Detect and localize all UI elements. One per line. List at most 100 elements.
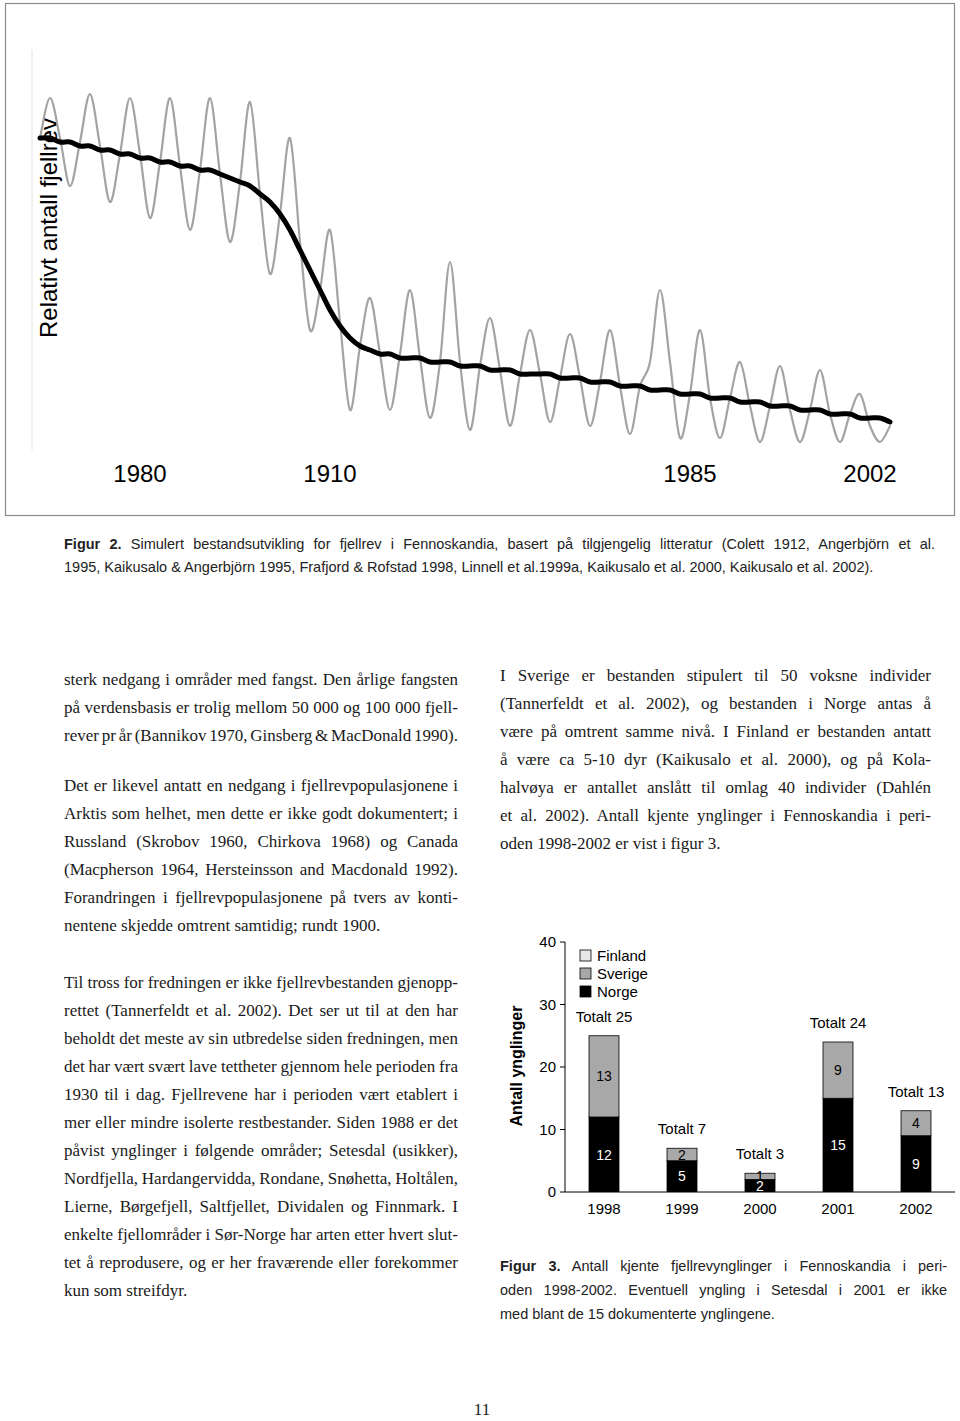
body-text: rettet (Tannerfeldt et al. 2002). Det se… [64, 1001, 458, 1020]
y-tick-label: 0 [548, 1183, 556, 1200]
bar-segment [823, 1098, 853, 1192]
body-text: Arktis som helhet, men dette er ikke god… [64, 804, 458, 823]
bar-segment [589, 1036, 619, 1117]
data-label: 15 [830, 1137, 846, 1153]
page: Relativt antall fjellrev1980191019852002… [0, 0, 960, 1421]
x-tick-label: 2000 [743, 1200, 776, 1217]
y-axis-label: Relativt antall fjellrev [35, 118, 62, 338]
body-text: Forandringen i fjellrevpopulasjonene på … [64, 888, 458, 907]
text-line: rettet (Tannerfeldt et al. 2002). Det se… [64, 1001, 458, 1021]
body-text: Det er likevel antatt en nedgang i fjell… [64, 776, 458, 795]
y-axis-line [32, 50, 33, 450]
legend-label: Sverige [597, 965, 648, 982]
y-tick [560, 942, 565, 943]
text-line: mer eller mindre isolerte restbestander.… [64, 1113, 458, 1133]
y-tick [560, 1129, 565, 1130]
body-text: oden 1998-2002 er vist i figur 3. [500, 834, 721, 853]
caption-line: Figur 3. Antall kjente fjellrevynglinger… [500, 1257, 947, 1275]
annotation: Totalt 25 [576, 1008, 633, 1025]
bar-segment [589, 1117, 619, 1192]
x-tick-label: 1998 [587, 1200, 620, 1217]
text-line: Det er likevel antatt en nedgang i fjell… [64, 776, 458, 796]
body-text: Til tross for fredningen er ikke fjellre… [64, 973, 458, 992]
data-label: 1 [756, 1168, 764, 1184]
text-line: tet å reprodusere, og er her fraværende … [64, 1253, 458, 1273]
text-line: beholdt det meste av sin utbredelse side… [64, 1029, 458, 1049]
annotation: Totalt 7 [658, 1120, 706, 1137]
y-tick [560, 1067, 565, 1068]
series-line [40, 94, 890, 442]
x-tick-label: 2002 [899, 1200, 932, 1217]
body-text: Russland (Skrobov 1960, Chirkova 1968) o… [64, 832, 458, 851]
legend-swatch [580, 968, 591, 979]
caption-label: Figur 3. [500, 1258, 561, 1274]
series-line [40, 138, 890, 422]
caption-text: Simulert bestandsutvikling for fjellrev … [131, 536, 935, 552]
text-line: enkelte fjellområder i Sør-Norge har art… [64, 1225, 458, 1245]
bar-segment [667, 1161, 697, 1192]
body-text: halvøya er antallet anslått til omlag 40… [500, 778, 931, 797]
bar-segment [901, 1136, 931, 1192]
body-text: å være ca 5-10 dyr (Kaikusalo et al. 200… [500, 750, 931, 769]
text-line: å være ca 5-10 dyr (Kaikusalo et al. 200… [500, 750, 931, 770]
data-label: 12 [596, 1147, 612, 1163]
body-text: det har vært svært lave tettheter gjenno… [64, 1057, 458, 1076]
text-line: Russland (Skrobov 1960, Chirkova 1968) o… [64, 832, 458, 852]
legend-swatch [580, 950, 591, 961]
y-tick-label: 10 [539, 1121, 556, 1138]
annotation: Totalt 13 [888, 1083, 945, 1100]
y-tick-label: 40 [539, 933, 556, 950]
x-tick-label: 1999 [665, 1200, 698, 1217]
x-tick-label: 2001 [821, 1200, 854, 1217]
data-label: 13 [596, 1068, 612, 1084]
x-tick-label: 1910 [303, 460, 356, 487]
text-line: Forandringen i fjellrevpopulasjonene på … [64, 888, 458, 908]
text-line: I Sverige er bestanden stipulert til 50 … [500, 666, 931, 686]
annotation: Totalt 24 [810, 1014, 867, 1031]
caption-label: Figur 2. [64, 536, 122, 552]
data-label: 4 [912, 1115, 920, 1131]
body-text: 1930 til i dag. Fjellrevene har i period… [64, 1085, 458, 1104]
body-text: kun som streifdyr. [64, 1281, 187, 1300]
y-tick-label: 30 [539, 996, 556, 1013]
body-text: nentene skjedde omtrent samtidig; rundt … [64, 916, 380, 935]
text-line: være på omtrent samme nivå. I Finland er… [500, 722, 931, 742]
text-line: Til tross for fredningen er ikke fjellre… [64, 973, 458, 993]
caption-text: 1995, Kaikusalo & Angerbjörn 1995, Frafj… [64, 559, 873, 575]
legend-label: Finland [597, 947, 646, 964]
text-line: halvøya er antallet anslått til omlag 40… [500, 778, 931, 798]
caption-text: Antall kjente fjellrevynglinger i Fennos… [572, 1258, 947, 1274]
y-axis-label: Antall ynglinger [508, 1006, 525, 1127]
bar-segment [589, 1035, 619, 1036]
caption-line: med blant de 15 dokumenterte ynglingene. [500, 1305, 775, 1323]
figure-frame [6, 4, 955, 516]
annotation: Totalt 3 [736, 1145, 784, 1162]
text-line: rever pr år (Bannikov 1970, Ginsberg & M… [64, 726, 458, 746]
bar-segment [901, 1111, 931, 1136]
text-line: 1930 til i dag. Fjellrevene har i period… [64, 1085, 458, 1105]
text-line: Nordfjella, Hardangervidda, Rondane, Snø… [64, 1169, 458, 1189]
text-line: Arktis som helhet, men dette er ikke god… [64, 804, 458, 824]
legend-swatch [580, 986, 591, 997]
caption-line: oden 1998-2002. Eventuell yngling i Sete… [500, 1281, 947, 1299]
y-tick-label: 20 [539, 1058, 556, 1075]
data-label: 9 [912, 1156, 920, 1172]
body-text: rever pr år (Bannikov 1970, Ginsberg & M… [64, 726, 458, 745]
data-labels: 1252159132194 [596, 1062, 920, 1194]
caption-line: Figur 2. Simulert bestandsutvikling for … [64, 535, 935, 553]
data-label: 9 [834, 1062, 842, 1078]
body-text: sterk nedgang i områder med fangst. Den … [64, 670, 458, 689]
body-text: enkelte fjellområder i Sør-Norge har art… [64, 1225, 458, 1244]
body-text: beholdt det meste av sin utbredelse side… [64, 1029, 458, 1048]
bars [589, 1036, 931, 1192]
bar-segment [901, 1110, 931, 1111]
text-line: (Macpherson 1964, Hersteinsson and Macdo… [64, 860, 458, 880]
body-text: tet å reprodusere, og er her fraværende … [64, 1253, 458, 1272]
body-text: I Sverige er bestanden stipulert til 50 … [500, 666, 931, 685]
legend-label: Norge [597, 983, 638, 1000]
y-tick [560, 1192, 565, 1193]
body-text: være på omtrent samme nivå. I Finland er… [500, 722, 931, 741]
text-line: oden 1998-2002 er vist i figur 3. [500, 834, 721, 854]
bar-segment [823, 1042, 853, 1043]
page-number: 11 [474, 1400, 490, 1420]
